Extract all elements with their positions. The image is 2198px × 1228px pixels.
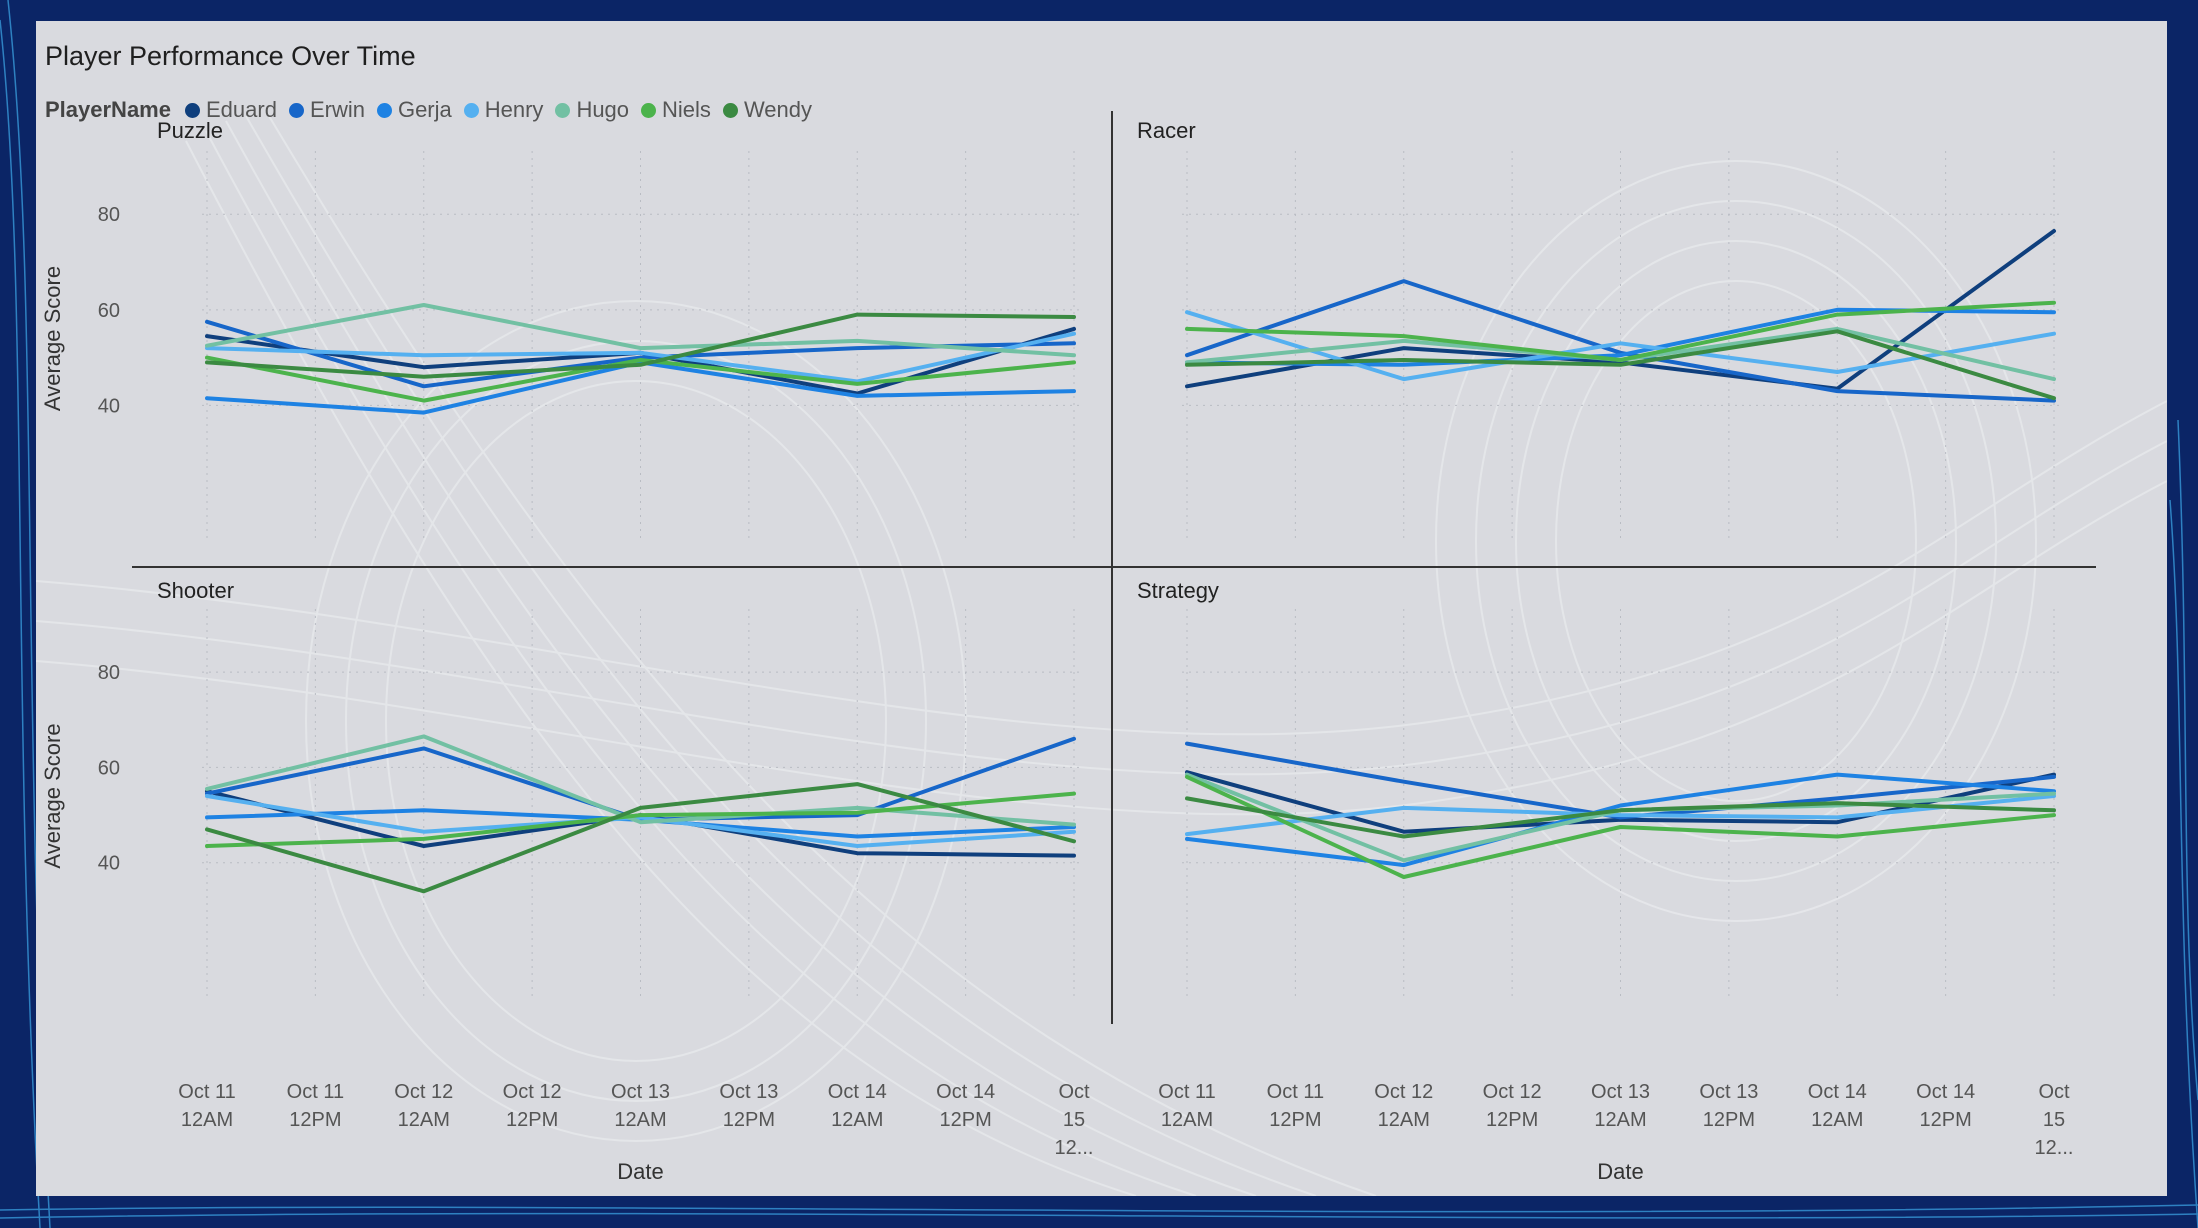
x-tick-label: 12AM [831,1109,883,1131]
y-tick-label: 40 [98,853,120,875]
legend-title: PlayerName [45,97,171,122]
series-line-strategy-niels [1185,774,2056,879]
x-axis-title: Date [617,1159,663,1184]
series-line-racer-niels [1185,300,2056,362]
series-line-shooter-niels [205,791,1076,848]
series-line-shooter-henry [205,794,1076,848]
series-line-puzzle-niels [205,355,1076,403]
x-tick-label: 12AM [1378,1109,1430,1131]
y-tick-label: 60 [98,757,120,779]
x-tick-label: 12PM [506,1109,558,1131]
legend-marker [555,102,571,118]
x-tick-label: 12AM [181,1109,233,1131]
legend-marker [722,102,738,118]
x-tick-label: 15 [2043,1109,2065,1131]
legend-label: Wendy [743,97,813,122]
legend-item-eduard[interactable]: Eduard [184,97,277,123]
series-line-racer-wendy [1185,329,2056,401]
series-line-puzzle-gerja [205,360,1076,415]
legend-item-erwin[interactable]: Erwin [288,97,365,123]
series-line-shooter-hugo [205,734,1076,827]
x-tick-label: Oct 12 [503,1081,562,1103]
series-line-strategy-henry [1185,794,2056,837]
x-tick-label: 12... [1055,1137,1094,1159]
x-tick-label: 12AM [1161,1109,1213,1131]
legend-label: Erwin [309,97,365,122]
y-tick-label: 80 [98,204,120,226]
series-line-shooter-gerja [205,808,1076,839]
legend-item-hugo[interactable]: Hugo [555,97,629,123]
series-line-racer-henry [1185,310,2056,382]
panel-title-shooter: Shooter [157,578,234,603]
x-tick-label: Oct 13 [1699,1081,1758,1103]
x-tick-label: Oct [1058,1081,1090,1103]
panel-title-puzzle: Puzzle [157,118,223,143]
legend-marker [184,102,200,118]
y-tick-label: 60 [98,300,120,322]
legend-marker [376,102,392,118]
x-tick-label: 12PM [1920,1109,1972,1131]
legend-label: Gerja [397,97,452,122]
series-line-puzzle-hugo [205,303,1076,358]
x-tick-label: Oct 14 [828,1081,887,1103]
x-tick-label: Oct 13 [719,1081,778,1103]
x-tick-label: 12... [2035,1137,2074,1159]
series-line-shooter-wendy [205,782,1076,894]
small-multiples-line-chart: Puzzle 40 60 80 Average Score Racer Shooter 40 6… [40,111,2096,1184]
y-tick-label: 80 [98,662,120,684]
legend-marker [288,102,304,118]
legend-item-henry[interactable]: Henry [463,97,544,123]
series-line-strategy-wendy [1185,796,2056,839]
legend-marker [641,102,657,118]
x-tick-label: 12PM [289,1109,341,1131]
chart-title: Player Performance Over Time [45,41,416,71]
series-line-racer-erwin [1185,279,2056,403]
series-line-puzzle-wendy [205,312,1076,379]
x-tick-label: 15 [1063,1109,1085,1131]
legend-label: Henry [484,97,544,122]
legend-label: Eduard [205,97,277,122]
x-tick-label: 12AM [1811,1109,1863,1131]
x-tick-label: Oct 11 [287,1081,344,1103]
x-tick-label: Oct 11 [178,1081,235,1103]
x-tick-label: 12AM [1594,1109,1646,1131]
panel-title-strategy: Strategy [1137,578,1219,603]
legend-label: Hugo [576,97,630,122]
x-tick-label: Oct 14 [1916,1081,1975,1103]
series-line-strategy-gerja [1185,772,2056,868]
x-tick-label: 12AM [398,1109,450,1131]
x-tick-label: Oct 14 [1808,1081,1867,1103]
y-axis-title: Average Score [40,723,65,868]
legend-marker [463,102,479,118]
x-tick-label: Oct 12 [1374,1081,1433,1103]
legend-item-wendy[interactable]: Wendy [722,97,813,123]
x-tick-label: 12PM [1486,1109,1538,1131]
x-tick-label: Oct 12 [394,1081,453,1103]
x-tick-label: Oct 13 [611,1081,670,1103]
x-tick-label: Oct 14 [936,1081,995,1103]
x-axis-title: Date [1597,1159,1643,1184]
legend[interactable]: PlayerName Eduard Erwin Gerja Henry Hugo Niel… [45,95,824,125]
x-tick-label: Oct 12 [1483,1081,1542,1103]
panel-title-racer: Racer [1137,118,1196,143]
x-tick-label: 12PM [723,1109,775,1131]
series-line-puzzle-henry [205,331,1076,384]
legend-item-niels[interactable]: Niels [641,97,711,123]
x-tick-label: 12PM [1269,1109,1321,1131]
x-tick-label: 12PM [1703,1109,1755,1131]
x-tick-label: Oct 13 [1591,1081,1650,1103]
x-tick-label: 12PM [940,1109,992,1131]
x-tick-label: Oct 11 [1267,1081,1324,1103]
legend-item-gerja[interactable]: Gerja [376,97,452,123]
legend-items: Eduard Erwin Gerja Henry Hugo Niels Wendy [184,97,824,123]
y-tick-label: 40 [98,395,120,417]
x-tick-label: 12AM [614,1109,666,1131]
y-axis-title: Average Score [40,266,65,411]
legend-label: Niels [662,97,711,122]
x-tick-label: Oct 11 [1158,1081,1215,1103]
chart-card: Player Performance Over Time PlayerName … [36,21,2167,1196]
series-line-strategy-erwin [1185,741,2056,820]
x-tick-label: Oct [2038,1081,2070,1103]
